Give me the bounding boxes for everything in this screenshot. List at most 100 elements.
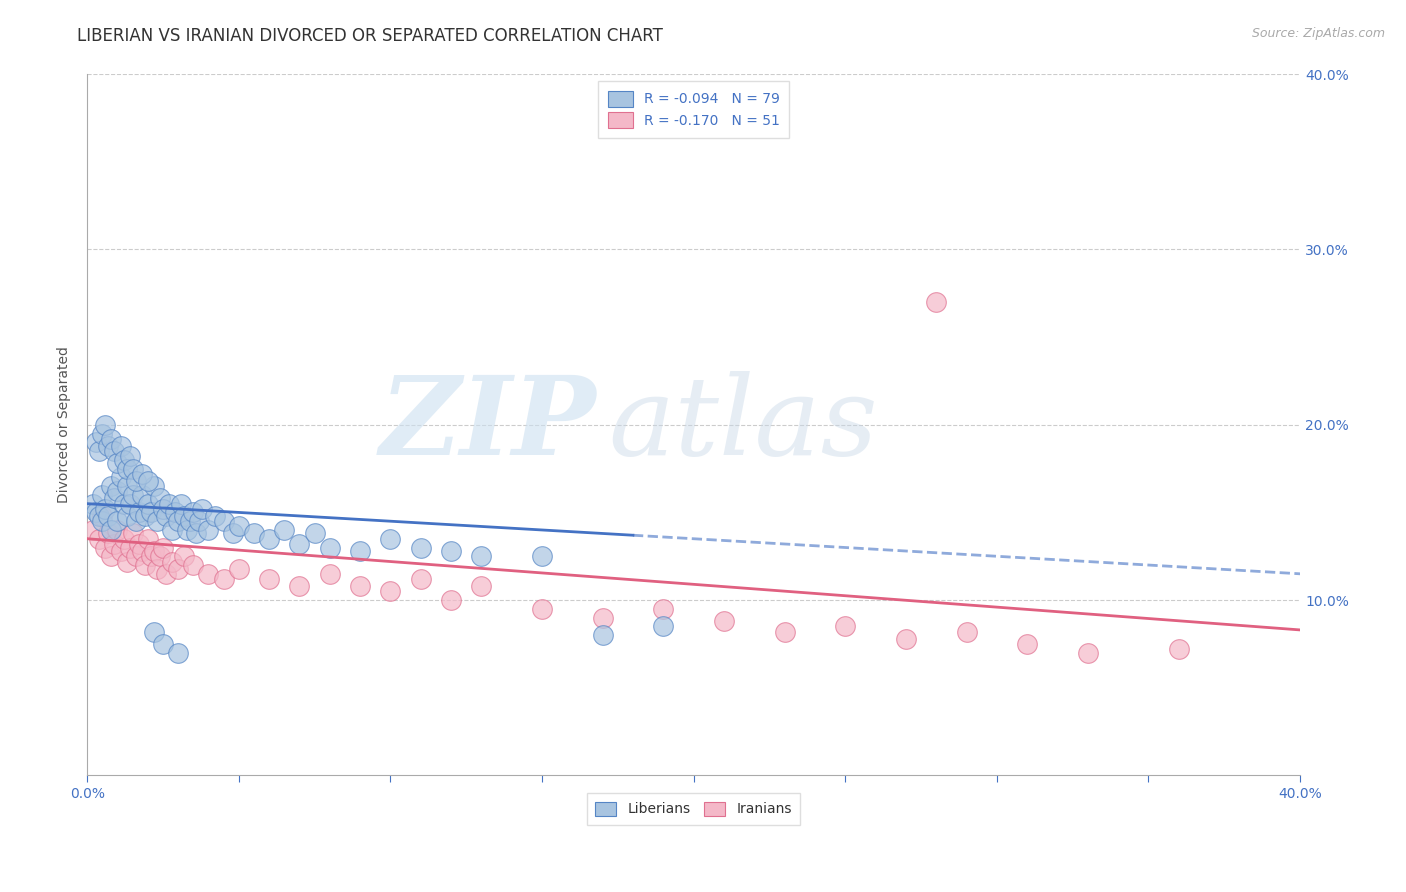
Point (112, 452, 135, 467)
Point (167, 561, 190, 575)
Point (652, 619, 675, 633)
Point (131, 544, 153, 558)
Point (142, 544, 165, 558)
Point (181, 558, 204, 572)
Point (257, 572, 280, 586)
Point (146, 561, 169, 575)
Point (380, 584, 402, 599)
Point (112, 497, 135, 511)
Point (124, 474, 146, 488)
Point (91, 514, 114, 528)
Point (118, 450, 141, 464)
Point (155, 566, 177, 581)
Point (91, 488, 114, 502)
Point (530, 549, 553, 564)
Point (160, 555, 183, 569)
Point (773, 624, 796, 639)
Point (100, 523, 122, 537)
Point (167, 514, 190, 528)
Point (470, 579, 492, 593)
Point (170, 497, 193, 511)
Point (1077, 646, 1099, 660)
Point (228, 519, 250, 533)
Point (167, 646, 190, 660)
Point (179, 514, 201, 528)
Point (134, 508, 156, 523)
Point (530, 602, 553, 616)
Point (110, 470, 132, 484)
Point (103, 491, 125, 506)
Point (149, 549, 172, 564)
Point (128, 537, 150, 551)
Point (121, 488, 143, 502)
Point (188, 514, 211, 528)
Point (124, 514, 146, 528)
Point (131, 467, 153, 481)
Point (955, 624, 977, 639)
Point (212, 514, 235, 528)
Point (173, 508, 195, 523)
Point (94, 502, 117, 516)
Point (97, 508, 120, 523)
Point (91, 508, 114, 523)
Point (94, 541, 117, 555)
Point (1017, 637, 1039, 651)
Point (107, 523, 129, 537)
Point (592, 628, 614, 642)
Point (103, 444, 125, 458)
Point (121, 461, 143, 475)
Point (100, 479, 122, 493)
Legend: Liberians, Iranians: Liberians, Iranians (588, 793, 800, 824)
Point (118, 541, 141, 555)
Point (440, 544, 463, 558)
Point (94, 417, 117, 432)
Point (222, 526, 245, 541)
Point (257, 532, 280, 546)
Point (212, 572, 235, 586)
Point (121, 526, 143, 541)
Point (107, 456, 129, 470)
Point (228, 561, 250, 575)
Point (440, 593, 463, 607)
Point (103, 537, 125, 551)
Point (349, 544, 371, 558)
Point (149, 491, 172, 506)
Point (89, 444, 111, 458)
Text: Source: ZipAtlas.com: Source: ZipAtlas.com (1251, 27, 1385, 40)
Text: LIBERIAN VS IRANIAN DIVORCED OR SEPARATED CORRELATION CHART: LIBERIAN VS IRANIAN DIVORCED OR SEPARATE… (77, 27, 664, 45)
Point (136, 497, 159, 511)
Point (288, 537, 311, 551)
Point (409, 541, 432, 555)
Point (470, 549, 492, 564)
Point (142, 479, 165, 493)
Point (136, 532, 159, 546)
Point (97, 439, 120, 453)
Point (191, 502, 214, 516)
Point (204, 508, 226, 523)
Point (97, 526, 120, 541)
Point (165, 505, 187, 519)
Point (152, 502, 174, 516)
Point (152, 541, 174, 555)
Point (304, 526, 326, 541)
Point (652, 602, 675, 616)
Point (115, 508, 138, 523)
Point (100, 549, 122, 564)
Point (115, 461, 138, 475)
Point (115, 479, 138, 493)
Point (273, 523, 295, 537)
Text: ZIP: ZIP (380, 371, 596, 478)
Point (146, 514, 169, 528)
Point (84, 435, 107, 450)
Point (107, 514, 129, 528)
Point (181, 505, 204, 519)
Point (349, 579, 371, 593)
Point (107, 484, 129, 499)
Text: atlas: atlas (609, 371, 879, 478)
Point (157, 497, 180, 511)
Point (592, 610, 614, 624)
Point (243, 526, 266, 541)
Point (894, 632, 917, 646)
Point (128, 505, 150, 519)
Point (925, 295, 948, 310)
